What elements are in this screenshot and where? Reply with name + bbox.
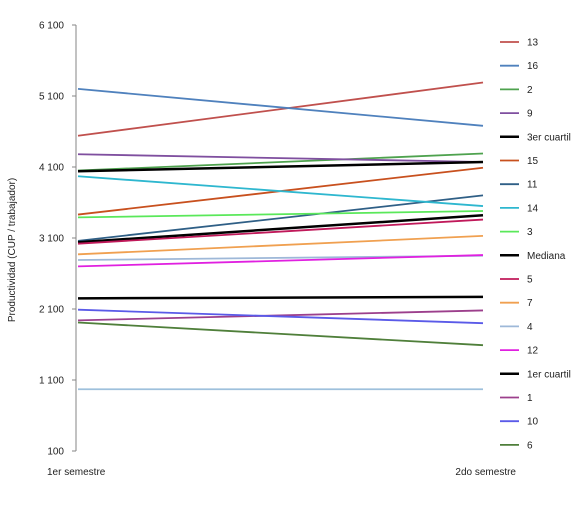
- x-tick-label: 2do semestre: [455, 467, 516, 478]
- series-line-12: [77, 254, 484, 268]
- y-tick-label: 6 100: [39, 21, 64, 32]
- series-line-16: [77, 88, 484, 127]
- y-axis-title: Productividad (CUP / trabajador): [7, 178, 18, 322]
- series-line-11: [77, 194, 484, 242]
- legend-label: 13: [527, 38, 539, 49]
- legend-label: 7: [527, 298, 533, 309]
- series-line-10: [77, 308, 484, 325]
- legend-label: Mediana: [527, 251, 566, 262]
- legend-label: 1: [527, 393, 533, 404]
- legend-label: 3er cuartil: [527, 132, 571, 143]
- x-axis-ticks: 1er semestre 2do semestre: [47, 467, 516, 478]
- legend-label: 10: [527, 417, 539, 428]
- series-lines: [77, 81, 484, 391]
- legend-label: 5: [527, 275, 533, 286]
- legend-label: 14: [527, 203, 539, 214]
- y-tick-label: 4 100: [39, 163, 64, 174]
- y-tick-label: 100: [47, 447, 64, 458]
- series-line-3er-cuartil: [77, 160, 484, 173]
- y-tick-label: 2 100: [39, 305, 64, 316]
- series-line-2: [77, 152, 484, 172]
- y-tick-label: 1 100: [39, 376, 64, 387]
- series-line-9: [77, 153, 484, 163]
- x-tick-label: 1er semestre: [47, 467, 106, 478]
- series-line-1: [77, 309, 484, 322]
- series-line-6: [77, 321, 484, 347]
- legend-label: 9: [527, 109, 533, 120]
- legend-label: 12: [527, 346, 539, 357]
- series-line-3: [77, 210, 484, 219]
- legend-label: 11: [527, 180, 538, 191]
- legend-label: 3: [527, 227, 533, 238]
- legend-label: 1er cuartil: [527, 369, 571, 380]
- y-tick-label: 5 100: [39, 92, 64, 103]
- series-line-7: [77, 234, 484, 256]
- series-line-mediana: [77, 214, 484, 244]
- legend-label: 6: [527, 440, 533, 451]
- plot-area: 100 1 100 2 100 3 100 4 100 5 100 6 100 1er se…: [39, 21, 516, 479]
- legend-label: 16: [527, 61, 539, 72]
- legend-label: 4: [527, 322, 533, 333]
- legend-label: 15: [527, 156, 539, 167]
- series-line-13: [77, 81, 484, 137]
- series-line-1er-cuartil: [77, 295, 484, 300]
- y-axis-ticks: 100 1 100 2 100 3 100 4 100 5 100 6 100: [39, 21, 76, 458]
- legend-label: 2: [527, 85, 533, 96]
- series-line-14: [77, 175, 484, 207]
- y-tick-label: 3 100: [39, 234, 64, 245]
- series-line-5: [77, 218, 484, 245]
